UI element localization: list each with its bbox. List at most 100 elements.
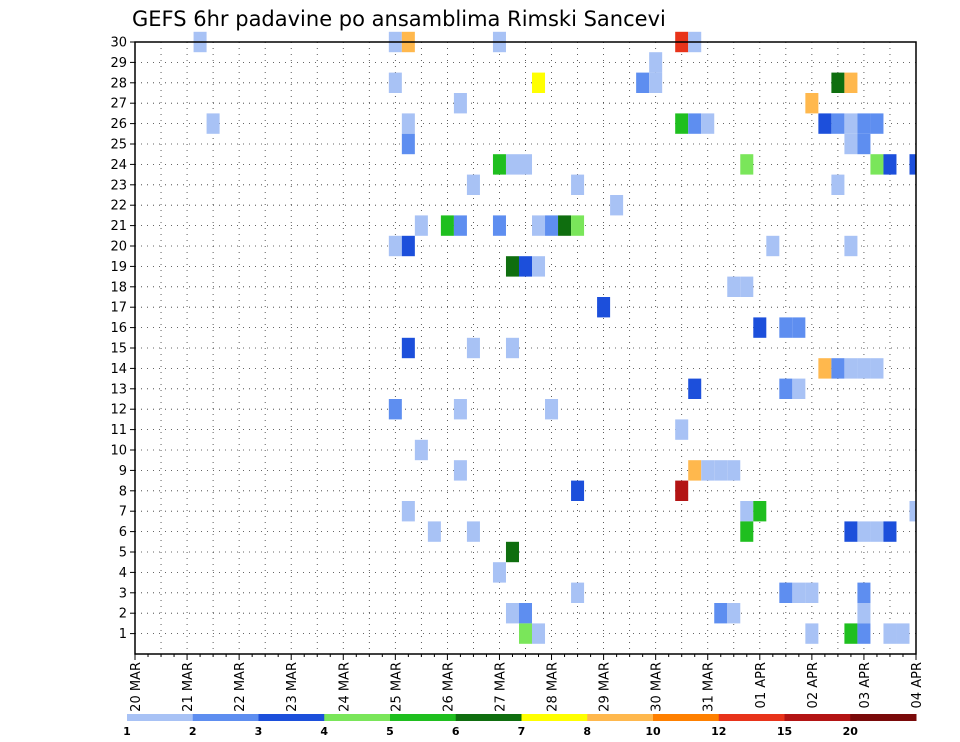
precip-cell: [649, 72, 663, 93]
precip-cell: [532, 72, 546, 93]
precip-cell: [805, 93, 819, 114]
x-tick-label: 25 MAR: [389, 662, 404, 712]
precip-cell: [779, 378, 793, 399]
precip-cell: [505, 256, 519, 277]
y-tick-label: 3: [119, 586, 127, 601]
colorbar-label: 15: [777, 725, 792, 738]
precip-cell: [688, 113, 702, 134]
x-tick-label: 29 MAR: [598, 662, 613, 712]
x-tick-label: 20 MAR: [129, 662, 144, 712]
colorbar-label: 1: [123, 725, 131, 738]
precip-cell: [453, 215, 467, 236]
precip-cell: [571, 215, 585, 236]
x-tick-label: 22 MAR: [233, 662, 248, 712]
precip-cell: [714, 460, 728, 481]
x-axis-ticks: 20 MAR 21 MAR 22 MAR 23 MAR 24 MAR 25 MAR 26 M…: [129, 654, 925, 712]
precip-cell: [883, 521, 897, 542]
precip-cell: [532, 256, 546, 277]
precip-cell: [492, 154, 506, 175]
colorbar-label: 20: [843, 725, 859, 738]
precip-cell: [701, 113, 715, 134]
precip-cell: [740, 276, 754, 297]
precip-cell: [857, 603, 871, 624]
precip-cell: [466, 337, 480, 359]
y-tick-label: 14: [110, 362, 127, 377]
precip-cell: [844, 133, 858, 155]
precip-cell: [805, 623, 819, 644]
precip-cell: [857, 623, 871, 644]
y-tick-label: 9: [119, 464, 127, 479]
precip-cell: [532, 623, 546, 644]
precip-cell: [492, 215, 506, 236]
colorbar-legend: 1 2 3 4 5 6 7 8 10 12 15 20: [123, 714, 917, 738]
precip-cell: [857, 133, 871, 155]
precip-cell: [792, 378, 806, 399]
colorbar-label: 2: [189, 725, 197, 738]
precip-cell: [505, 154, 519, 175]
precip-cell: [844, 72, 858, 93]
y-tick-label: 12: [110, 403, 127, 418]
colorbar-label: 8: [583, 725, 591, 738]
precip-cell: [518, 154, 533, 175]
precip-cell: [414, 215, 428, 236]
precip-cell: [505, 603, 519, 624]
precip-cell: [388, 399, 402, 420]
precip-cell: [505, 337, 519, 359]
precip-cell: [675, 419, 689, 440]
y-tick-label: 30: [110, 36, 127, 51]
precip-cell: [844, 358, 858, 379]
precip-cell: [636, 72, 650, 93]
precip-cell: [453, 399, 467, 420]
precip-cell: [870, 154, 884, 175]
y-tick-label: 11: [110, 423, 127, 438]
precip-cell: [401, 235, 415, 257]
colorbar-swatch: [258, 714, 325, 721]
precip-cell: [870, 358, 884, 379]
colorbar-label: 5: [386, 725, 394, 738]
precip-cell: [545, 399, 559, 420]
y-tick-label: 21: [110, 219, 127, 234]
y-tick-label: 28: [110, 76, 127, 91]
y-tick-label: 22: [110, 199, 127, 214]
y-tick-label: 4: [119, 566, 127, 581]
precip-cell: [688, 378, 702, 399]
y-tick-label: 15: [110, 342, 127, 357]
colorbar-swatch: [718, 714, 785, 721]
y-tick-label: 2: [119, 607, 127, 622]
precip-cell: [440, 215, 454, 236]
precip-cell: [727, 603, 741, 624]
colorbar-swatch: [127, 714, 194, 721]
precip-cell: [701, 460, 715, 481]
precip-cell: [857, 358, 871, 379]
precip-cell: [766, 235, 780, 257]
precip-cell: [688, 460, 702, 481]
colorbar-swatch: [784, 714, 851, 721]
precip-cell: [206, 113, 220, 134]
precip-cell: [857, 113, 871, 134]
x-tick-label: 27 MAR: [493, 662, 508, 712]
precip-cells: [193, 31, 916, 644]
colorbar-swatch: [587, 714, 654, 721]
precip-cell: [909, 154, 916, 175]
colorbar-label: 12: [711, 725, 726, 738]
precip-cell: [792, 582, 806, 603]
x-tick-label: 26 MAR: [441, 662, 456, 712]
precip-cell: [831, 72, 845, 93]
precip-cell: [545, 215, 559, 236]
y-tick-label: 25: [110, 138, 127, 153]
precip-cell: [649, 52, 663, 73]
colorbar-swatch: [324, 714, 391, 721]
x-tick-label: 01 APR: [754, 662, 769, 708]
precip-cell: [909, 501, 916, 522]
precip-cell: [388, 72, 402, 93]
precip-cell: [518, 603, 533, 624]
precip-cell: [505, 541, 519, 563]
y-tick-label: 17: [110, 301, 127, 316]
precip-cell: [714, 603, 728, 624]
y-tick-label: 18: [110, 280, 127, 295]
precip-cell: [727, 460, 741, 481]
precip-cell: [870, 521, 884, 542]
colorbar-swatch: [192, 714, 259, 721]
precip-cell: [466, 174, 480, 195]
x-tick-label: 24 MAR: [337, 662, 352, 712]
